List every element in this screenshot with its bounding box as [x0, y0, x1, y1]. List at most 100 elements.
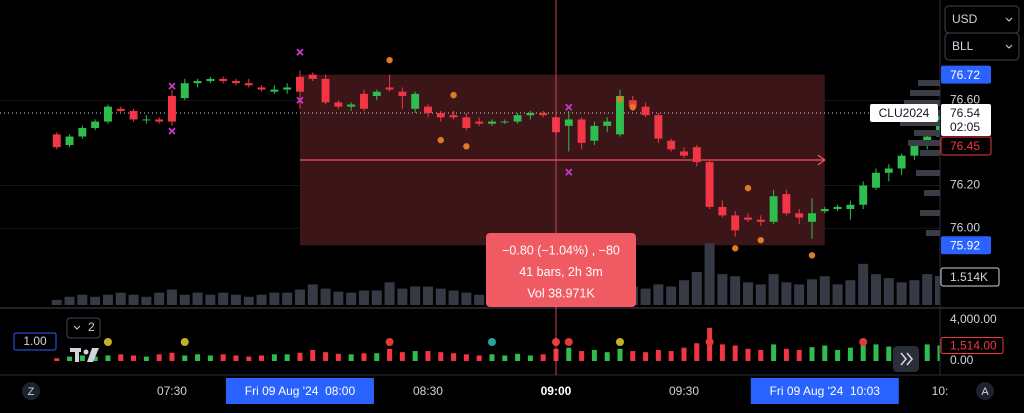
lower-volume-bar	[361, 353, 367, 361]
tooltip-text: Vol 38.971K	[527, 286, 595, 300]
countdown-label: 02:05	[950, 120, 980, 134]
candle-body	[116, 108, 125, 111]
lower-last-box	[940, 336, 1004, 354]
unit: BLL	[952, 39, 974, 53]
volume-bar	[294, 289, 305, 305]
signal-marker	[168, 82, 176, 90]
volume-bar	[832, 284, 843, 305]
signal-marker	[616, 95, 624, 103]
volume-bar	[205, 294, 216, 305]
volume-bar	[781, 282, 792, 305]
candle-body	[744, 217, 752, 220]
volume-bar	[845, 280, 856, 305]
volume-bar	[371, 290, 382, 305]
volume-bar	[179, 294, 190, 305]
volume-bar	[358, 290, 369, 305]
lower-volume-bar	[271, 354, 277, 361]
volume-bar	[90, 296, 101, 305]
signal-dot	[859, 338, 868, 346]
lower-volume-bar	[284, 354, 290, 361]
unit-select[interactable]: BLL	[944, 32, 1020, 61]
signal-dot	[564, 338, 573, 346]
currency: USD	[952, 12, 978, 26]
signal-dot	[385, 338, 394, 346]
candle-body	[206, 78, 215, 82]
signal-marker	[731, 245, 739, 252]
lower-volume-bar	[719, 344, 725, 361]
lower-volume-bar	[643, 352, 649, 361]
lower-volume-bar	[835, 349, 841, 361]
candle-body	[795, 213, 804, 218]
lower-volume-bar	[438, 352, 444, 361]
candle-body	[167, 95, 176, 122]
candle-body	[641, 106, 650, 116]
date-highlight	[750, 378, 899, 404]
volume-bar	[141, 296, 152, 305]
y-tick-label: 76.00	[950, 220, 980, 234]
x-tick-label: 09:00	[541, 384, 572, 398]
candle-body	[103, 106, 112, 122]
logo	[70, 348, 99, 362]
currency-select[interactable]: USD	[944, 5, 1020, 34]
candle-body	[436, 113, 445, 118]
z-label: Z	[28, 386, 35, 398]
candle-body	[667, 140, 676, 150]
price-label: 75.92	[950, 238, 980, 252]
z-button[interactable]: Z	[22, 382, 40, 400]
price-label-box	[941, 65, 991, 84]
signal-dot	[487, 338, 496, 346]
lower-volume-bar	[694, 343, 700, 361]
lower-volume-bar	[617, 348, 623, 361]
lower-volume-bar	[489, 354, 495, 361]
candle-body	[539, 113, 548, 116]
candle-body	[756, 219, 765, 222]
price-label-box	[940, 136, 992, 156]
lower-volume-bar	[387, 348, 393, 361]
price-label: 76.45	[950, 139, 980, 153]
scroll-button[interactable]	[893, 346, 919, 372]
volume-bar	[870, 274, 881, 305]
volume-bar	[256, 294, 267, 305]
volume-bar	[448, 290, 459, 305]
volume-bar	[678, 280, 689, 305]
lower-volume-bar	[579, 351, 585, 361]
a-button[interactable]: A	[976, 382, 994, 400]
lower-volume-bar	[566, 347, 572, 361]
volume-bar	[51, 299, 62, 305]
signal-marker	[744, 184, 752, 192]
candle-body	[872, 172, 880, 188]
lower-volume-bar	[771, 344, 777, 361]
candle-body	[859, 185, 868, 205]
scale-box[interactable]: 1.00	[13, 332, 57, 351]
signal-marker	[463, 143, 470, 150]
lower-volume-bar	[732, 345, 738, 361]
x-tick-label: 07:30	[157, 384, 187, 398]
candle-body	[590, 125, 599, 141]
candle-body	[782, 194, 791, 214]
volume-bar	[333, 291, 344, 305]
signal-dot	[180, 338, 189, 346]
candle-body	[897, 155, 906, 169]
volume-bar	[154, 292, 165, 305]
date-label: Fri 09 Aug '24 08:00	[245, 384, 356, 398]
lower-volume-bar	[156, 354, 162, 361]
lower-volume-bar	[131, 355, 137, 361]
volume-bar	[346, 292, 357, 305]
lower-volume-bar	[67, 356, 73, 361]
lower-volume-bar	[476, 355, 482, 361]
pane-count: 2	[88, 320, 95, 334]
candle-body	[628, 100, 637, 107]
volume-bar	[282, 292, 293, 305]
lower-volume-bar	[681, 347, 687, 361]
lower-volume-bar	[847, 347, 853, 361]
tooltip	[486, 233, 636, 307]
lower-volume-bar	[796, 349, 802, 361]
symbol-label: CLU2024	[879, 106, 930, 120]
lower-volume-bar	[758, 349, 764, 361]
candle-body	[231, 81, 240, 84]
pane-toggle[interactable]: 2	[66, 317, 101, 339]
candle-body	[526, 113, 535, 116]
candle-body	[142, 119, 151, 121]
